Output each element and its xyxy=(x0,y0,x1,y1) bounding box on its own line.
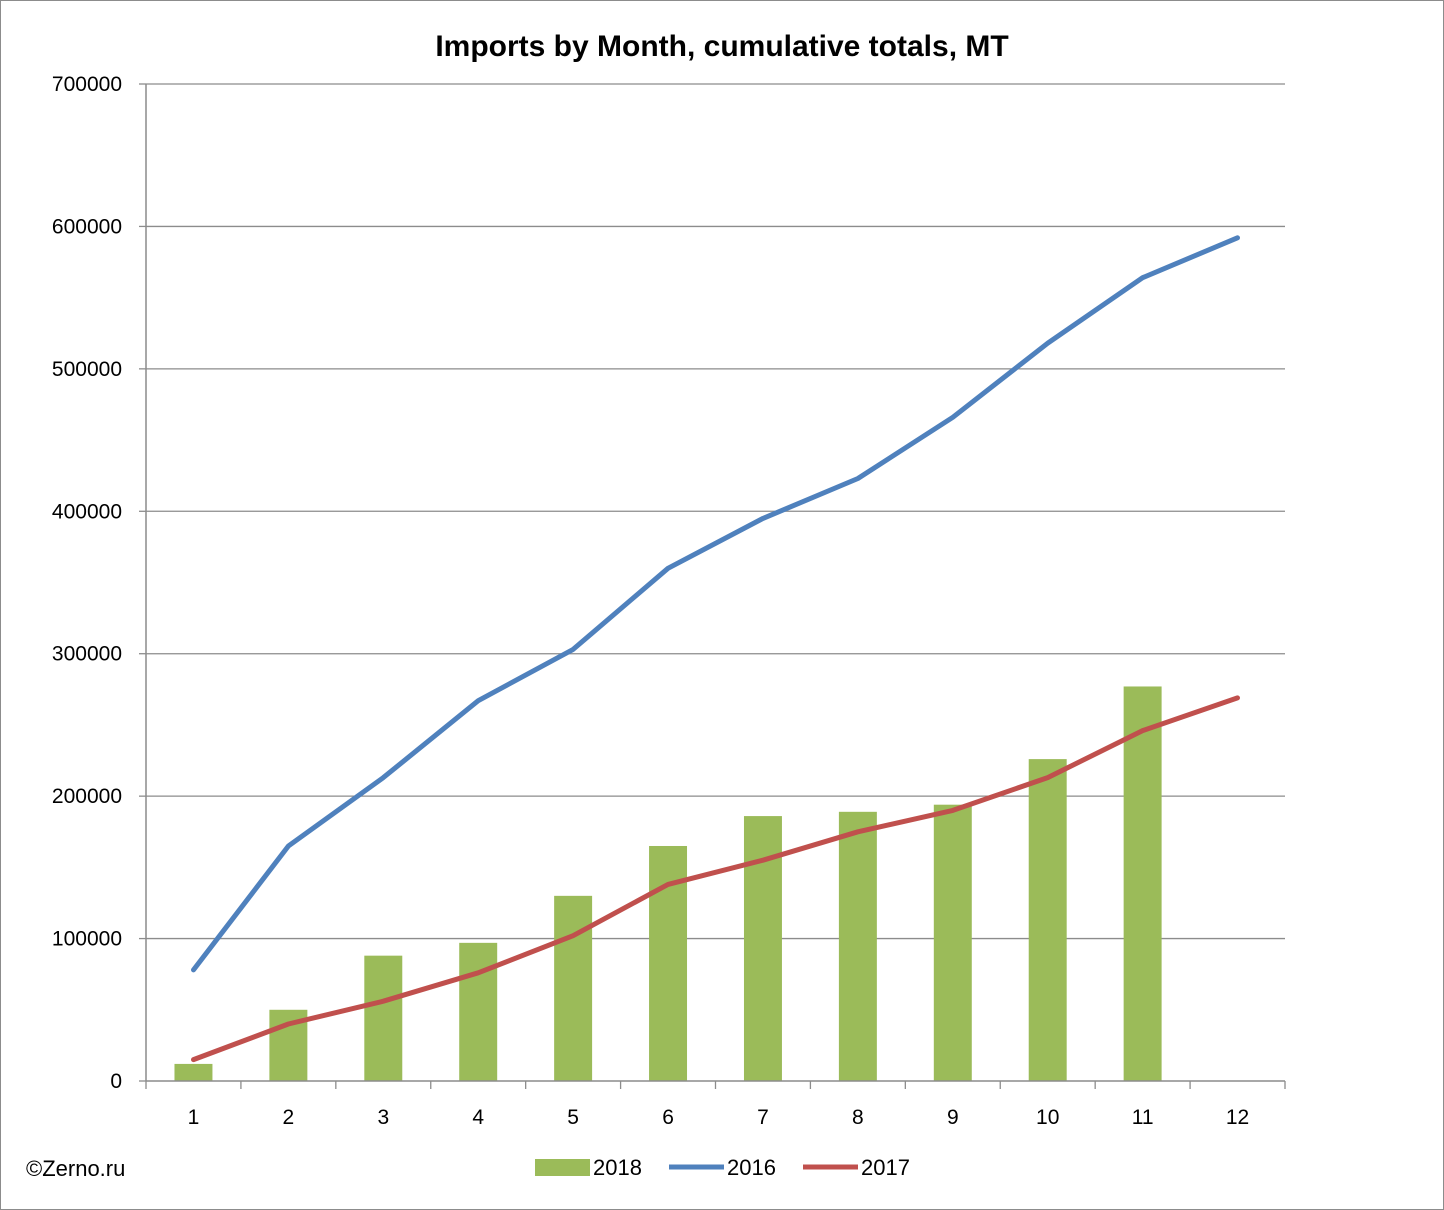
y-tick-label: 500000 xyxy=(52,358,122,381)
y-tick-label: 700000 xyxy=(52,73,122,96)
y-tick-label: 0 xyxy=(110,1070,122,1093)
bar-series xyxy=(174,686,1162,1081)
bar-2018-8 xyxy=(838,811,877,1081)
x-tick-label: 5 xyxy=(567,1106,579,1129)
y-tick-label: 400000 xyxy=(52,500,122,523)
bar-2018-9 xyxy=(933,804,972,1081)
bar-2018-3 xyxy=(364,955,403,1081)
y-tick-label: 100000 xyxy=(52,928,122,951)
bar-2018-11 xyxy=(1123,686,1162,1081)
bar-2018-5 xyxy=(554,895,593,1081)
legend-item-2017: 2017 xyxy=(803,1155,910,1180)
y-tick-label: 300000 xyxy=(52,643,122,666)
legend-item-2016: 2016 xyxy=(669,1155,776,1180)
legend-item-2018: 2018 xyxy=(535,1155,642,1180)
x-tick-label: 9 xyxy=(947,1106,959,1129)
y-axis-ticks: 0 100000 200000 300000 400000 500000 600000 700… xyxy=(52,73,146,1093)
gridlines xyxy=(146,83,1285,940)
x-tick-label: 8 xyxy=(852,1106,864,1129)
x-tick-label: 6 xyxy=(662,1106,674,1129)
line-series xyxy=(191,235,1240,1063)
credit-text: ©Zerno.ru xyxy=(26,1156,125,1181)
line-2017 xyxy=(191,695,1240,1063)
x-tick-label: 4 xyxy=(472,1106,484,1129)
bar-2018-4 xyxy=(459,942,498,1081)
line-2016 xyxy=(191,235,1240,973)
x-tick-label: 3 xyxy=(377,1106,389,1129)
x-tick-label: 10 xyxy=(1036,1106,1059,1129)
axes xyxy=(145,84,1285,1082)
bar-2018-10 xyxy=(1028,759,1067,1081)
x-tick-label: 7 xyxy=(757,1106,769,1129)
legend-label: 2016 xyxy=(727,1155,776,1180)
bar-2018-1 xyxy=(174,1063,213,1081)
legend-swatch xyxy=(535,1159,590,1176)
y-tick-label: 200000 xyxy=(52,785,122,808)
x-tick-label: 2 xyxy=(283,1106,295,1129)
x-axis-ticks: 1 2 3 4 5 6 7 8 9 10 11 12 xyxy=(145,1081,1286,1129)
x-tick-label: 11 xyxy=(1132,1106,1154,1129)
legend: 2018 2016 2017 xyxy=(535,1155,910,1180)
x-tick-label: 1 xyxy=(188,1106,200,1129)
legend-label: 2018 xyxy=(593,1155,642,1180)
legend-label: 2017 xyxy=(861,1155,910,1180)
chart-title: Imports by Month, cumulative totals, MT xyxy=(435,30,1008,63)
x-tick-label: 12 xyxy=(1226,1106,1249,1129)
y-tick-label: 600000 xyxy=(52,215,122,238)
